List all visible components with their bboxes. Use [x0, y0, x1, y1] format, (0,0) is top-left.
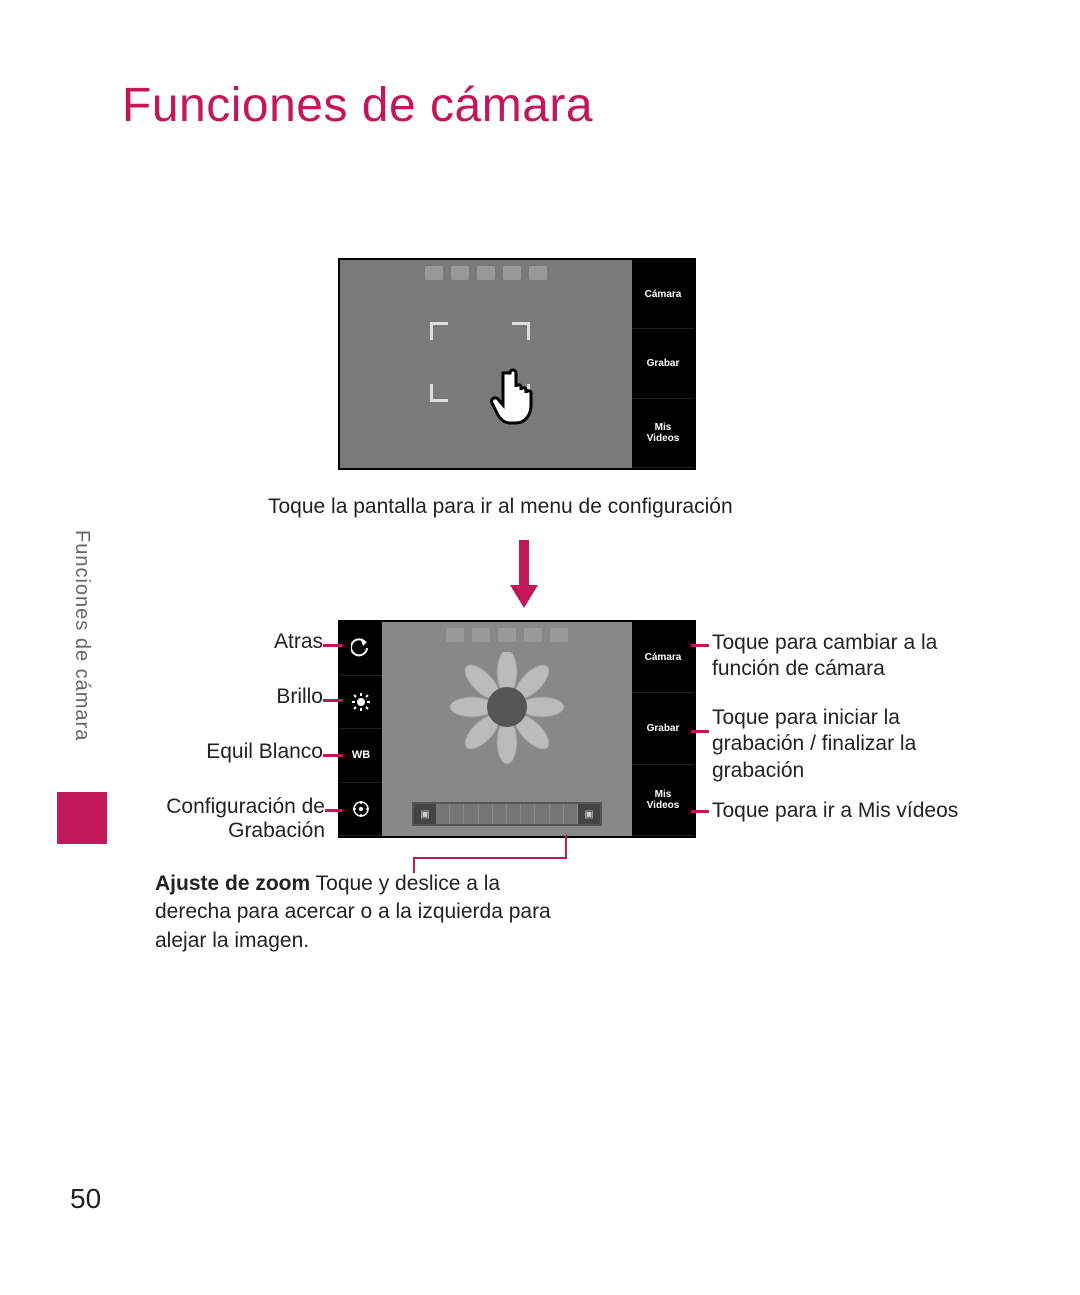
touch-hand-icon [490, 365, 540, 425]
caption-tap-to-config: Toque la pantalla para ir al menu de con… [268, 495, 733, 519]
page-number: 50 [70, 1183, 101, 1215]
sunflower-preview [437, 652, 577, 772]
status-icons-row [425, 266, 547, 280]
connector-videos [691, 810, 709, 813]
viewfinder-area-2[interactable]: ▣ ▣ [382, 622, 632, 836]
side-accent-bar [57, 792, 107, 844]
arrow-down-icon [506, 540, 542, 610]
storage-icon [529, 266, 547, 280]
label-brillo: Brillo [253, 685, 323, 709]
grabar-button-2[interactable]: Grabar [632, 693, 694, 764]
zoom-in-icon[interactable]: ▣ [578, 804, 600, 824]
label-atras: Atras [253, 630, 323, 654]
back-icon[interactable] [340, 622, 382, 676]
camara-button-2[interactable]: Cámara [632, 622, 694, 693]
viewfinder-area[interactable] [340, 260, 632, 468]
flash-icon [503, 266, 521, 280]
camera-viewfinder-screenshot-1: Cámara Grabar Mis Videos [338, 258, 696, 470]
left-toolbar: WB [340, 622, 382, 836]
connector-wb [323, 754, 343, 757]
connector-zoom-h [413, 857, 566, 859]
resolution-icon [451, 266, 469, 280]
record-settings-icon[interactable] [340, 783, 382, 837]
camera-viewfinder-screenshot-2: WB ▣ [338, 620, 696, 838]
label-equil-blanco: Equil Blanco [183, 740, 323, 764]
page-title: Funciones de cámara [122, 78, 593, 133]
label-config-grabacion: Configuración deGrabación [130, 795, 325, 843]
grabar-button[interactable]: Grabar [632, 329, 694, 398]
label-toque-camara: Toque para cambiar a la función de cámar… [712, 630, 972, 683]
white-balance-icon[interactable]: WB [340, 729, 382, 783]
status-icons-row-2 [446, 628, 568, 642]
camara-button[interactable]: Cámara [632, 260, 694, 329]
mis-videos-button[interactable]: Mis Videos [632, 399, 694, 468]
connector-zoom-v [565, 835, 567, 859]
label-toque-videos: Toque para ir a Mis vídeos [712, 798, 958, 824]
connector-brillo [323, 699, 343, 702]
mis-videos-button-2[interactable]: Mis Videos [632, 765, 694, 836]
zoom-out-icon[interactable]: ▣ [414, 804, 436, 824]
timer-icon [477, 266, 495, 280]
brightness-icon[interactable] [340, 676, 382, 730]
connector-camara [691, 644, 709, 647]
label-toque-grabar: Toque para iniciar la grabación / finali… [712, 705, 972, 784]
zoom-instruction-text: Ajuste de zoom Toque y deslice a la dere… [155, 870, 575, 955]
connector-grabar [691, 730, 709, 733]
connector-settings [325, 809, 343, 812]
zoom-slider[interactable]: ▣ ▣ [412, 802, 602, 826]
mode-icon [425, 266, 443, 280]
connector-atras [323, 644, 343, 647]
side-tab-label: Funciones de cámara [70, 530, 93, 741]
right-button-column-2: Cámara Grabar Mis Videos [632, 622, 694, 836]
right-button-column: Cámara Grabar Mis Videos [632, 260, 694, 468]
